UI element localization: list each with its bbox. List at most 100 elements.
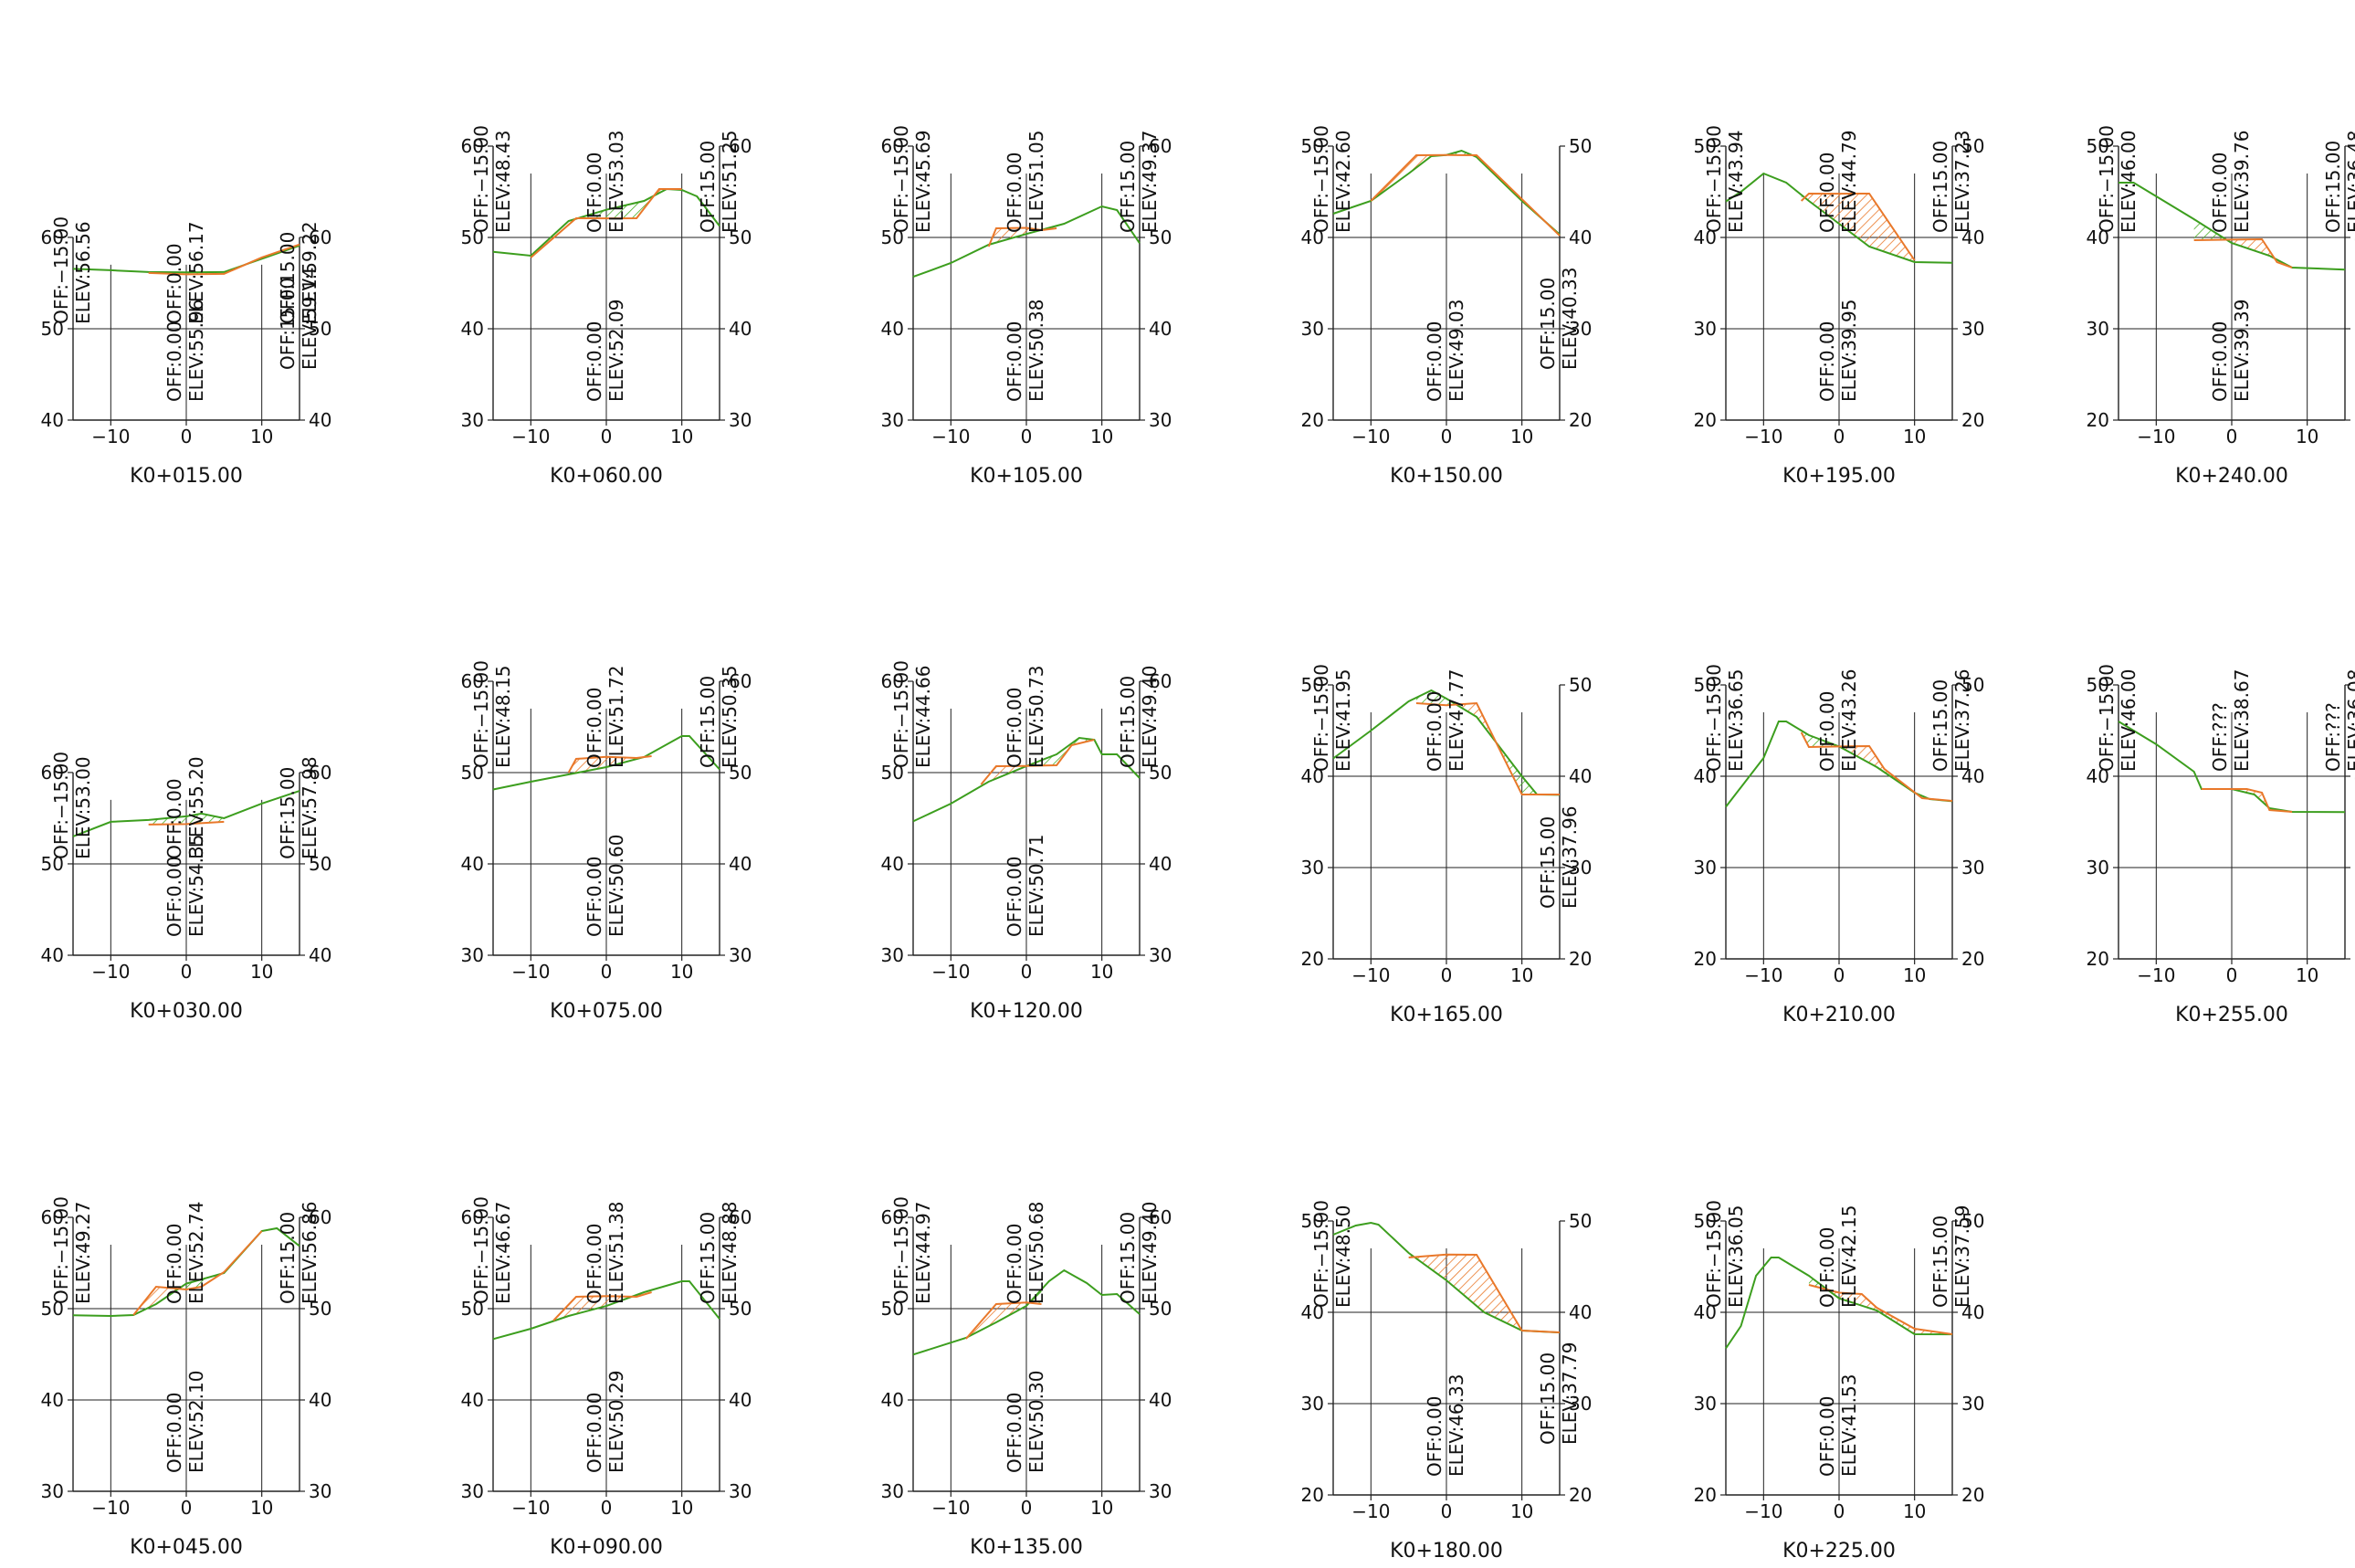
x-tick-label: −10 bbox=[511, 961, 550, 983]
y-tick-label-left: 50 bbox=[881, 762, 904, 784]
y-tick-label-left: 40 bbox=[41, 1389, 64, 1411]
station-title: K0+060.00 bbox=[550, 465, 663, 488]
offset-label: OFF:0.00 bbox=[583, 153, 605, 233]
elevation-label: ELEV:50.35 bbox=[719, 666, 741, 768]
elevation-label: ELEV:51.25 bbox=[719, 131, 741, 233]
y-tick-label-left: 50 bbox=[41, 1298, 64, 1320]
elevation-label: ELEV:37.96 bbox=[1559, 806, 1581, 909]
offset-label: OFF:−15.00 bbox=[2096, 664, 2118, 772]
y-tick-label-right: 40 bbox=[309, 409, 331, 431]
design-line bbox=[1800, 192, 1916, 261]
x-tick-label: 0 bbox=[181, 961, 193, 983]
ground-line bbox=[492, 187, 720, 258]
y-tick-label-right: 30 bbox=[309, 1480, 331, 1502]
x-tick-label: −10 bbox=[511, 426, 550, 447]
elevation-label: ELEV:52.10 bbox=[185, 1371, 207, 1473]
y-tick-label-left: 20 bbox=[1694, 1484, 1717, 1506]
offset-label: OFF:0.00 bbox=[163, 1224, 185, 1304]
offset-label: OFF:??? bbox=[2322, 702, 2344, 772]
offset-label: OFF:0.00 bbox=[163, 778, 185, 858]
elevation-label: ELEV:39.95 bbox=[1838, 300, 1860, 402]
station-label-right_top: OFF:??? ELEV:36.08 bbox=[2322, 669, 2355, 772]
station-label-right_top: OFF:15.00 ELEV:48.88 bbox=[697, 1202, 741, 1304]
offset-label: OFF:0.00 bbox=[1816, 691, 1838, 772]
fill-area bbox=[2193, 219, 2293, 268]
elevation-label: ELEV:48.50 bbox=[1332, 1205, 1354, 1308]
y-tick-label-left: 30 bbox=[2087, 857, 2109, 879]
station-title: K0+180.00 bbox=[1390, 1540, 1503, 1563]
y-tick-label-left: 30 bbox=[1301, 1393, 1324, 1415]
offset-label: OFF:15.00 bbox=[1929, 1215, 1951, 1308]
y-tick-label-right: 30 bbox=[1569, 857, 1592, 879]
elevation-label: ELEV:49.03 bbox=[1446, 300, 1467, 402]
y-tick-label-right: 50 bbox=[309, 1298, 331, 1320]
x-tick-label: 10 bbox=[670, 426, 693, 447]
elevation-label: ELEV:46.00 bbox=[2118, 669, 2139, 772]
elevation-label: ELEV:37.79 bbox=[1559, 1342, 1581, 1445]
station-label-right_top: OFF:15.00 ELEV:59.22 bbox=[277, 221, 321, 323]
fill-area bbox=[1371, 151, 1560, 235]
design-line bbox=[1808, 1284, 1953, 1335]
y-tick-label-left: 40 bbox=[1694, 1301, 1717, 1323]
x-tick-label: 10 bbox=[250, 426, 273, 447]
elevation-label: ELEV:37.23 bbox=[1951, 131, 1973, 233]
elevation-label: ELEV:44.79 bbox=[1838, 131, 1860, 233]
section-panel: 20 20 30 30 40 40 50 50 −10 0 10 OFF:−15.00 ELEV:36.… bbox=[1694, 664, 1985, 1026]
section-panel: 30 30 40 40 50 50 60 60 −10 0 10 OFF:−15.00 ELEV:49.… bbox=[41, 1196, 332, 1559]
station-label-left: OFF:−15.00 ELEV:43.94 bbox=[1703, 125, 1747, 233]
station-label-left: OFF:−15.00 ELEV:36.65 bbox=[1703, 664, 1747, 772]
station-label-right_bottom: OFF:15.00 ELEV:40.33 bbox=[1537, 268, 1581, 370]
x-tick-label: −10 bbox=[931, 426, 970, 447]
y-tick-label-left: 50 bbox=[881, 226, 904, 248]
x-tick-label: 10 bbox=[1903, 1500, 1926, 1522]
x-tick-label: 10 bbox=[250, 961, 273, 983]
section-panel: 30 30 40 40 50 50 60 60 −10 0 10 OFF:−15.00 ELEV:45.… bbox=[881, 125, 1172, 488]
section-panel: 20 20 30 30 40 40 50 50 −10 0 10 OFF:−15.00 ELEV:43.… bbox=[1694, 125, 1985, 488]
station-label-left: OFF:−15.00 ELEV:46.67 bbox=[470, 1196, 514, 1304]
elevation-label: ELEV:55.96 bbox=[185, 300, 207, 402]
y-tick-label-right: 40 bbox=[1149, 1389, 1172, 1411]
x-tick-label: 0 bbox=[601, 961, 613, 983]
station-label-right_top: OFF:15.00 ELEV:49.40 bbox=[1117, 666, 1161, 768]
y-tick-label-right: 40 bbox=[1961, 765, 1984, 787]
y-tick-label-left: 30 bbox=[1301, 857, 1324, 879]
y-tick-label-right: 60 bbox=[729, 135, 752, 157]
y-tick-label-right: 30 bbox=[1569, 1393, 1592, 1415]
y-tick-label-left: 40 bbox=[41, 409, 64, 431]
y-tick-label-right: 40 bbox=[1961, 226, 1984, 248]
design-line bbox=[552, 1291, 652, 1321]
offset-label: OFF:15.00 bbox=[1537, 278, 1559, 370]
station-label-left: OFF:−15.00 ELEV:46.00 bbox=[2096, 125, 2139, 233]
station-label-left: OFF:−15.00 ELEV:41.95 bbox=[1310, 664, 1354, 772]
station-label-center_bottom: OFF:0.00 ELEV:52.09 bbox=[583, 300, 627, 402]
y-tick-label-left: 50 bbox=[881, 1298, 904, 1320]
elevation-label: ELEV:48.88 bbox=[719, 1202, 741, 1304]
station-label-center_top: OFF:0.00 ELEV:51.38 bbox=[583, 1202, 627, 1304]
y-tick-label-left: 30 bbox=[1694, 318, 1717, 340]
elevation-label: ELEV:44.66 bbox=[912, 666, 934, 768]
station-label-right_top: OFF:15.00 ELEV:49.37 bbox=[1117, 131, 1161, 233]
ground-line bbox=[1332, 1221, 1561, 1334]
offset-label: OFF:−15.00 bbox=[1703, 125, 1725, 233]
x-tick-label: 10 bbox=[1903, 426, 1926, 447]
y-tick-label-right: 50 bbox=[729, 1298, 752, 1320]
elevation-label: ELEV:57.98 bbox=[299, 756, 321, 858]
station-label-center_bottom: OFF:0.00 ELEV:50.38 bbox=[1004, 300, 1047, 402]
elevation-label: ELEV:41.95 bbox=[1332, 669, 1354, 772]
elevation-label: ELEV:50.38 bbox=[1025, 300, 1047, 402]
y-tick-label-left: 50 bbox=[461, 226, 484, 248]
x-tick-label: 10 bbox=[1510, 964, 1533, 986]
elevation-label: ELEV:46.00 bbox=[2118, 131, 2139, 233]
ground-line bbox=[912, 736, 1141, 823]
elevation-label: ELEV:45.69 bbox=[912, 131, 934, 233]
y-tick-label-left: 60 bbox=[881, 670, 904, 692]
y-tick-label-right: 30 bbox=[1149, 1480, 1172, 1502]
y-tick-label-left: 40 bbox=[1694, 226, 1717, 248]
offset-label: OFF:0.00 bbox=[583, 1393, 605, 1473]
station-label-center_bottom: OFF:0.00 ELEV:50.30 bbox=[1004, 1371, 1047, 1473]
station-label-right_bottom: OFF:15.00 ELEV:59.14 bbox=[277, 268, 321, 370]
station-label-center_top: OFF:0.00 ELEV:51.05 bbox=[1004, 131, 1047, 233]
fill-area bbox=[133, 1231, 262, 1315]
